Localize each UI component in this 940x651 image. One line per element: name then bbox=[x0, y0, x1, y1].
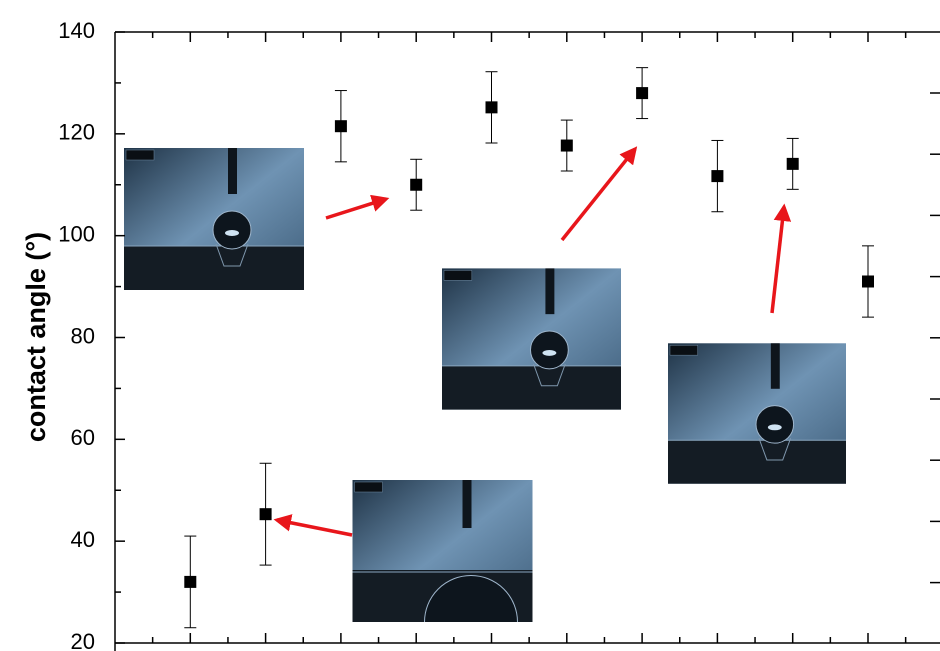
y-axis-title: contact angle (°) bbox=[21, 232, 51, 442]
inset-photos bbox=[124, 148, 846, 622]
data-point bbox=[335, 120, 347, 132]
data-point bbox=[486, 101, 498, 113]
data-point bbox=[410, 179, 422, 191]
inset-photo bbox=[442, 268, 621, 409]
y-tick-label: 120 bbox=[58, 120, 95, 145]
data-point bbox=[260, 508, 272, 520]
chart: contact angle (°) 20 40 60 80 100 120 140 bbox=[0, 0, 940, 651]
y-tick-label: 20 bbox=[71, 629, 95, 651]
y-tick-label: 60 bbox=[71, 425, 95, 450]
data-point bbox=[862, 275, 874, 287]
y-tick-label: 80 bbox=[71, 323, 95, 348]
data-point bbox=[636, 87, 648, 99]
arrow bbox=[562, 149, 635, 240]
data-point bbox=[184, 576, 196, 588]
data-point bbox=[711, 170, 723, 182]
arrow bbox=[326, 199, 386, 218]
y-tick-label: 140 bbox=[58, 18, 95, 43]
inset-photo bbox=[668, 343, 846, 483]
inset-photo bbox=[353, 480, 533, 622]
y-tick-label: 100 bbox=[58, 221, 95, 246]
arrow bbox=[277, 520, 352, 535]
data-point bbox=[787, 158, 799, 170]
page: {"chart_data": {"type": "scatter", "y_la… bbox=[0, 0, 940, 651]
data-point bbox=[561, 140, 573, 152]
inset-photo bbox=[124, 148, 304, 290]
y-tick-label: 40 bbox=[71, 527, 95, 552]
arrow bbox=[772, 207, 784, 313]
